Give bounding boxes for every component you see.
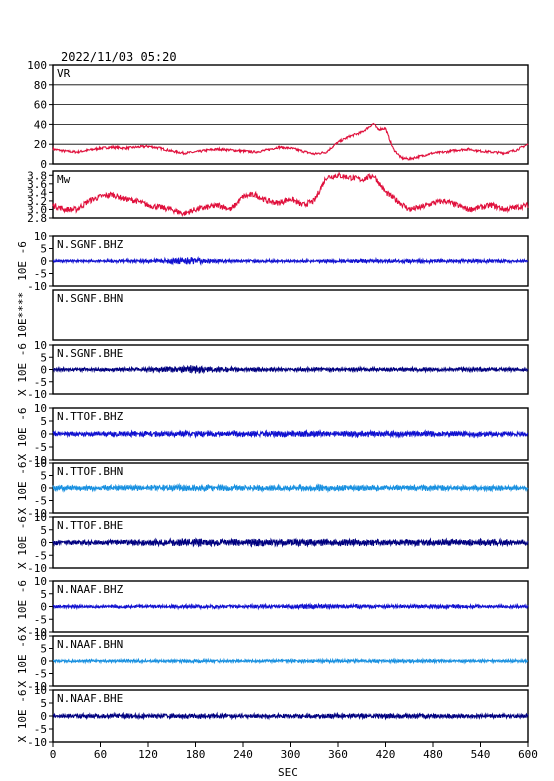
- y-tick-label-mw: 2.8: [27, 212, 47, 225]
- x-tick-label: 180: [186, 748, 206, 761]
- panel-title-sgnf-bhn: N.SGNF.BHN: [57, 292, 123, 305]
- y-tick-label-naaf-bhe: 0: [40, 710, 47, 723]
- y-tick-label-mw: 3.6: [27, 178, 47, 191]
- panel-title-naaf-bhz: N.NAAF.BHZ: [57, 583, 124, 596]
- y-tick-label-naaf-bhn: 10: [34, 630, 47, 643]
- y-tick-label-ttof-bhn: 0: [40, 482, 47, 495]
- x-tick-label: 240: [233, 748, 253, 761]
- trace-naaf-bhz: [52, 602, 529, 611]
- y-tick-label-ttof-bhn: -5: [34, 495, 47, 508]
- panel-title-ttof-bhe: N.TTOF.BHE: [57, 519, 123, 532]
- trace-naaf-bhe: [52, 711, 529, 721]
- y-axis-label-sgnf-bhn: 10E****: [16, 292, 29, 338]
- y-tick-label-naaf-bhe: 5: [40, 697, 47, 710]
- trace-ttof-bhn: [52, 482, 529, 494]
- x-tick-label: 0: [50, 748, 57, 761]
- trace-sgnf-bhz: [52, 255, 529, 267]
- trace-vr: [52, 122, 529, 161]
- panel-frame-mw: [52, 170, 529, 219]
- y-axis-label-ttof-bhe: X 10E -6: [16, 516, 29, 569]
- y-axis-label-sgnf-bhz: 10E -6: [16, 241, 29, 281]
- y-axis-label-naaf-bhz: X 10E -6: [16, 580, 29, 633]
- trace-ttof-bhe: [52, 537, 529, 548]
- y-tick-label-sgnf-bhz: 0: [40, 255, 47, 268]
- y-tick-label-ttof-bhe: 5: [40, 524, 47, 537]
- y-tick-label-ttof-bhz: 0: [40, 428, 47, 441]
- y-tick-label-mw: 3.0: [27, 203, 47, 216]
- y-axis-label-sgnf-bhe: X 10E -6: [16, 343, 29, 396]
- panel-title-sgnf-bhe: N.SGNF.BHE: [57, 347, 123, 360]
- trace-ttof-bhz: [52, 428, 529, 439]
- y-tick-label-vr: 40: [34, 118, 47, 131]
- y-tick-label-ttof-bhe: -10: [27, 562, 47, 575]
- y-tick-label-naaf-bhz: 10: [34, 575, 47, 588]
- y-tick-label-ttof-bhz: 10: [34, 402, 47, 415]
- y-tick-label-sgnf-bhz: -5: [34, 268, 47, 281]
- y-tick-label-ttof-bhn: 5: [40, 470, 47, 483]
- y-tick-label-sgnf-bhe: 0: [40, 364, 47, 377]
- x-tick-label: 480: [423, 748, 443, 761]
- y-tick-label-ttof-bhe: 10: [34, 511, 47, 524]
- x-tick-label: 600: [518, 748, 538, 761]
- y-tick-label-vr: 20: [34, 138, 47, 151]
- y-tick-label-naaf-bhe: 10: [34, 684, 47, 697]
- y-tick-label-sgnf-bhe: -10: [27, 388, 47, 401]
- panel-frame-vr: [52, 64, 529, 165]
- y-tick-label-naaf-bhz: 0: [40, 601, 47, 614]
- timestamp: 2022/11/03 05:20: [61, 50, 177, 64]
- y-tick-label-ttof-bhe: -5: [34, 549, 47, 562]
- trace-mw: [52, 171, 529, 217]
- y-tick-label-sgnf-bhz: 10: [34, 230, 47, 243]
- y-axis-label-naaf-bhn: X 10E -6: [16, 635, 29, 688]
- y-tick-label-ttof-bhz: 5: [40, 415, 47, 428]
- panel-title-vr: VR: [57, 67, 71, 80]
- y-tick-label-ttof-bhn: -10: [27, 507, 47, 520]
- y-tick-label-naaf-bhn: -5: [34, 668, 47, 681]
- y-axis-label-naaf-bhe: X 10E -6: [16, 690, 29, 743]
- x-tick-label: 540: [471, 748, 491, 761]
- y-tick-label-naaf-bhe: -10: [27, 736, 47, 749]
- y-tick-label-ttof-bhn: 10: [34, 457, 47, 470]
- y-tick-label-vr: 0: [40, 158, 47, 171]
- x-axis-label: SEC: [278, 766, 298, 779]
- panel-title-mw: Mw: [57, 173, 71, 186]
- y-tick-label-sgnf-bhz: -10: [27, 280, 47, 293]
- panel-title-sgnf-bhz: N.SGNF.BHZ: [57, 238, 124, 251]
- panel-title-naaf-bhn: N.NAAF.BHN: [57, 638, 123, 651]
- y-tick-label-mw: 3.2: [27, 195, 47, 208]
- trace-naaf-bhn: [52, 657, 528, 665]
- y-tick-label-mw: 3.8: [27, 169, 47, 182]
- y-tick-label-sgnf-bhe: -5: [34, 376, 47, 389]
- y-tick-label-sgnf-bhe: 10: [34, 339, 47, 352]
- panel-title-ttof-bhn: N.TTOF.BHN: [57, 465, 123, 478]
- x-tick-label: 300: [281, 748, 301, 761]
- y-axis-label-ttof-bhz: X 10E -6: [16, 408, 29, 461]
- y-tick-label-naaf-bhn: 0: [40, 655, 47, 668]
- y-tick-label-naaf-bhe: -5: [34, 723, 47, 736]
- y-tick-label-naaf-bhn: -10: [27, 680, 47, 693]
- trace-sgnf-bhe: [52, 364, 529, 375]
- y-tick-label-ttof-bhe: 0: [40, 537, 47, 550]
- y-tick-label-ttof-bhz: -10: [27, 454, 47, 467]
- y-tick-label-mw: 3.4: [27, 186, 47, 199]
- x-tick-label: 420: [376, 748, 396, 761]
- x-tick-label: 120: [138, 748, 158, 761]
- panel-title-ttof-bhz: N.TTOF.BHZ: [57, 410, 124, 423]
- x-tick-label: 60: [94, 748, 107, 761]
- y-tick-label-sgnf-bhz: 5: [40, 243, 47, 256]
- x-tick-label: 360: [328, 748, 348, 761]
- panel-frame-sgnf-bhn: [52, 289, 529, 341]
- y-tick-label-sgnf-bhe: 5: [40, 351, 47, 364]
- y-axis-label-ttof-bhn: X 10E -6: [16, 462, 29, 515]
- y-tick-label-naaf-bhz: -5: [34, 613, 47, 626]
- panel-title-naaf-bhe: N.NAAF.BHE: [57, 692, 123, 705]
- y-tick-label-vr: 80: [34, 79, 47, 92]
- y-tick-label-naaf-bhn: 5: [40, 643, 47, 656]
- y-tick-label-vr: 100: [27, 59, 47, 72]
- y-tick-label-naaf-bhz: 5: [40, 588, 47, 601]
- y-tick-label-ttof-bhz: -5: [34, 441, 47, 454]
- y-tick-label-vr: 60: [34, 99, 47, 112]
- y-tick-label-naaf-bhz: -10: [27, 626, 47, 639]
